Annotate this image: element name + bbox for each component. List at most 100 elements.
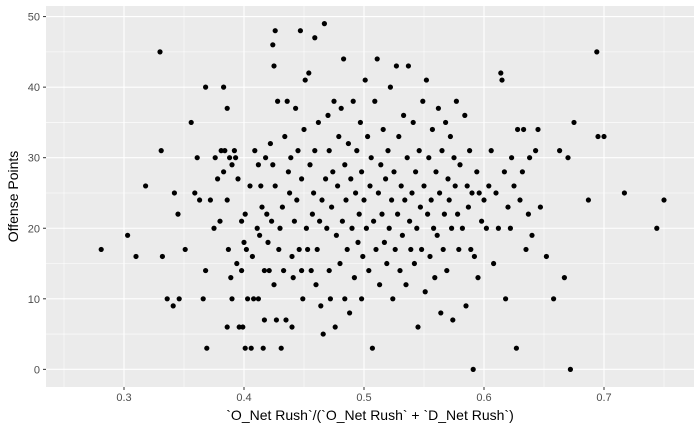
data-point xyxy=(326,267,332,274)
data-point xyxy=(434,232,440,238)
data-point xyxy=(369,345,375,351)
plot-panel xyxy=(46,6,694,387)
data-point xyxy=(363,225,369,231)
data-point xyxy=(353,190,359,196)
data-point xyxy=(471,253,477,260)
data-point xyxy=(259,204,265,210)
data-point xyxy=(305,246,311,253)
data-point xyxy=(359,296,365,302)
data-point xyxy=(429,126,435,133)
data-point xyxy=(159,253,165,260)
data-point xyxy=(243,246,249,253)
data-point xyxy=(338,105,344,111)
data-point xyxy=(498,70,504,76)
y-tick-label: 50 xyxy=(28,12,40,24)
data-point xyxy=(251,296,257,302)
data-point xyxy=(221,169,227,175)
y-axis-title: Offense Points xyxy=(5,151,21,243)
data-point xyxy=(488,148,494,154)
data-point xyxy=(368,155,374,161)
data-point xyxy=(416,148,422,154)
data-point xyxy=(499,77,505,83)
data-point xyxy=(374,56,380,62)
data-point xyxy=(462,112,468,118)
x-tick-label: 0.5 xyxy=(356,392,371,404)
data-point xyxy=(229,296,235,302)
data-point xyxy=(257,232,263,238)
data-point xyxy=(267,140,273,147)
data-point xyxy=(261,317,267,323)
data-point xyxy=(468,246,474,253)
data-point xyxy=(517,197,523,203)
data-point xyxy=(215,176,221,182)
data-point xyxy=(224,197,230,203)
data-point xyxy=(351,275,357,281)
data-point xyxy=(203,267,209,274)
data-point xyxy=(465,204,471,210)
data-point xyxy=(356,211,362,217)
data-point xyxy=(330,169,336,175)
data-point xyxy=(503,296,509,302)
data-point xyxy=(464,183,470,189)
data-point xyxy=(291,218,297,224)
data-point xyxy=(320,331,326,337)
data-point xyxy=(348,176,354,182)
data-point xyxy=(420,98,426,104)
data-point xyxy=(491,260,497,267)
data-point xyxy=(229,162,235,168)
data-point xyxy=(277,225,283,231)
data-point xyxy=(239,267,245,274)
data-point xyxy=(451,155,457,161)
data-point xyxy=(404,155,410,161)
data-point xyxy=(248,345,254,351)
data-point xyxy=(447,133,453,140)
data-point xyxy=(309,211,315,217)
data-point xyxy=(275,98,281,104)
data-point xyxy=(413,169,419,175)
data-point xyxy=(343,197,349,203)
data-point xyxy=(281,267,287,274)
data-point xyxy=(537,204,544,210)
data-point xyxy=(422,289,428,295)
data-point xyxy=(252,148,258,154)
data-point xyxy=(299,176,305,182)
data-point xyxy=(235,176,241,182)
data-point xyxy=(175,211,181,217)
data-point xyxy=(260,345,266,351)
data-point xyxy=(372,98,378,104)
data-point xyxy=(242,211,248,217)
data-point xyxy=(336,133,342,140)
data-point xyxy=(373,246,379,253)
data-point xyxy=(344,246,350,253)
data-point xyxy=(654,225,660,231)
data-point xyxy=(270,42,276,48)
data-point xyxy=(457,162,463,168)
data-point xyxy=(350,98,356,104)
data-point xyxy=(255,296,261,302)
data-point xyxy=(396,133,402,140)
data-point xyxy=(425,211,431,217)
data-point xyxy=(384,260,390,267)
data-point xyxy=(321,21,327,27)
data-point xyxy=(98,246,104,253)
data-point xyxy=(439,148,445,154)
data-point xyxy=(411,260,417,267)
data-point xyxy=(273,317,279,323)
data-point xyxy=(515,126,521,133)
data-point xyxy=(271,282,277,288)
data-point xyxy=(359,169,365,175)
data-point xyxy=(345,140,351,147)
data-point xyxy=(302,77,308,83)
data-point xyxy=(319,197,325,203)
data-point xyxy=(427,253,433,260)
data-point xyxy=(326,148,332,154)
data-point xyxy=(661,197,667,203)
data-point xyxy=(361,197,367,203)
data-point xyxy=(438,310,444,316)
data-point xyxy=(474,169,480,175)
data-point xyxy=(261,267,267,274)
data-point xyxy=(379,211,385,217)
data-point xyxy=(284,98,290,104)
data-point xyxy=(459,225,465,231)
data-point xyxy=(371,218,377,224)
